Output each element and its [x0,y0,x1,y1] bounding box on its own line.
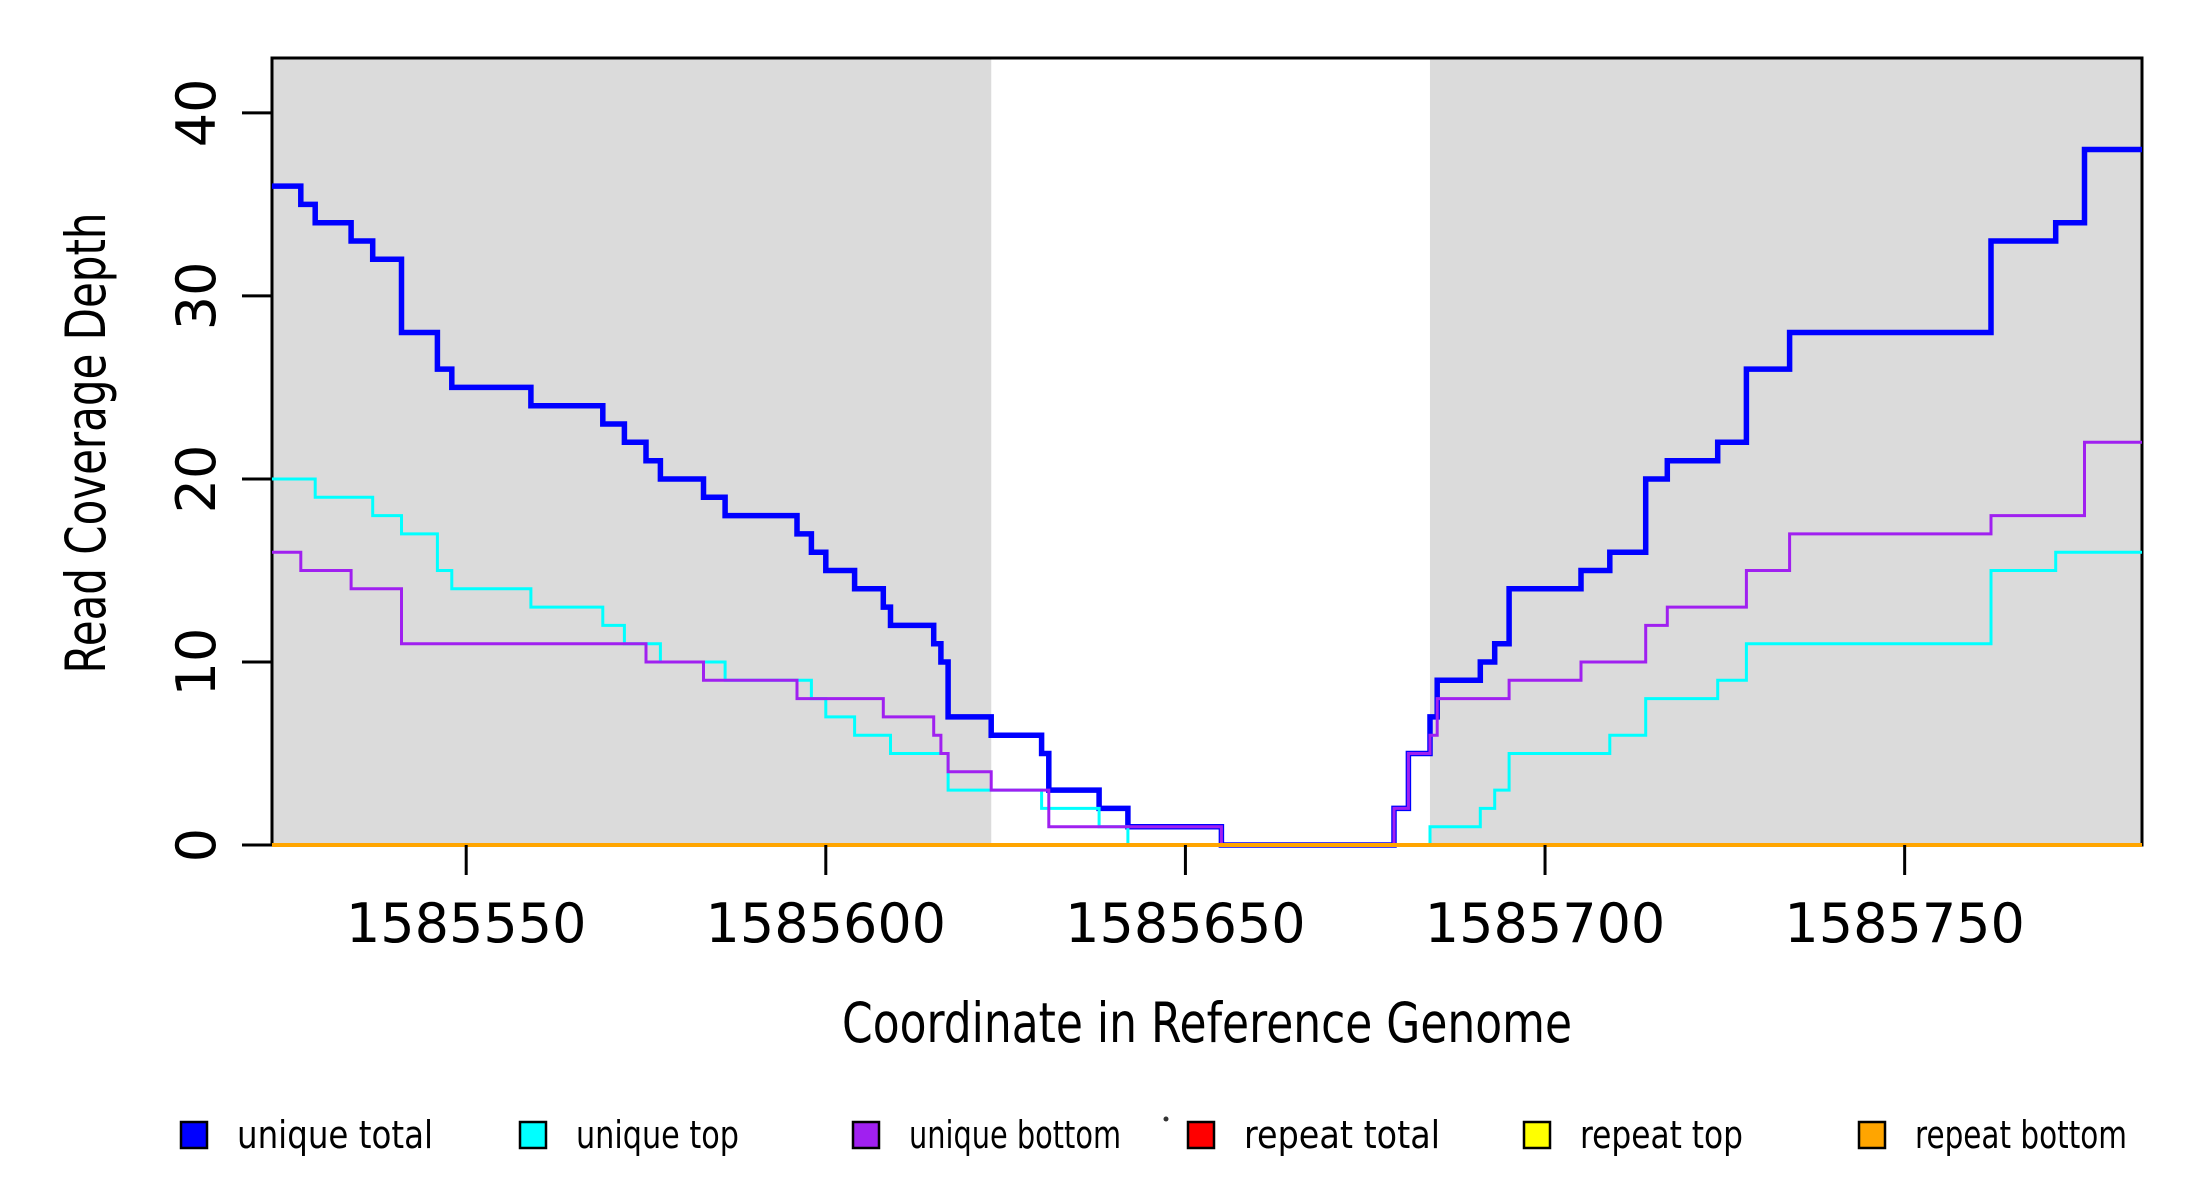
legend-label: unique bottom [909,1113,1121,1157]
series-line-unique-bottom [272,440,2142,847]
x-tick-label: 1585700 [1425,892,1666,955]
legend-item-repeat-top: repeat top [1522,1113,1743,1157]
right-gray-block [1429,58,2142,845]
legend-item-unique-bottom: unique bottom [851,1113,1121,1157]
stray-dot [1163,1116,1169,1122]
legend-label: repeat bottom [1915,1113,2127,1157]
y-tick-label: 10 [165,628,228,697]
legend-label: unique top [576,1113,739,1157]
legend-swatch-icon [518,1120,548,1150]
legend-swatch-icon [851,1120,881,1150]
axis-ticks: 1585550 1585600 1585650 1585700 1585750 0 10 20… [165,79,2025,955]
legend-swatch-icon [1857,1120,1887,1150]
masked-regions [272,58,2142,845]
legend-item-repeat-bottom: repeat bottom [1857,1113,2127,1157]
legend-item-repeat-total: repeat total [1186,1113,1440,1157]
series-line-unique-total [272,146,2142,848]
x-tick-label: 1585650 [1065,892,1306,955]
x-tick-label: 1585600 [706,892,947,955]
series-lines [272,146,2142,848]
legend-label: unique total [237,1113,433,1157]
y-axis-title: Read Coverage Depth [54,213,118,674]
legend-item-unique-top: unique top [518,1113,739,1157]
x-tick-label: 1585550 [346,892,587,955]
y-tick-label: 30 [165,262,228,331]
legend-swatch-icon [1186,1120,1216,1150]
y-tick-label: 0 [165,828,228,862]
y-tick-label: 40 [165,79,228,148]
x-axis-title: Coordinate in Reference Genome [842,991,1572,1055]
legend-swatch-icon [179,1120,209,1150]
legend-label: repeat top [1580,1113,1743,1157]
legend-label: repeat total [1244,1113,1440,1157]
x-tick-label: 1585750 [1784,892,2025,955]
y-tick-label: 20 [165,445,228,514]
left-gray-block [272,58,992,845]
legend-item-unique-total: unique total [179,1113,433,1157]
series-line-unique-top [272,477,2142,847]
chart-legend: unique total unique top unique bottom repea… [179,1113,2127,1157]
legend-swatch-icon [1522,1120,1552,1150]
